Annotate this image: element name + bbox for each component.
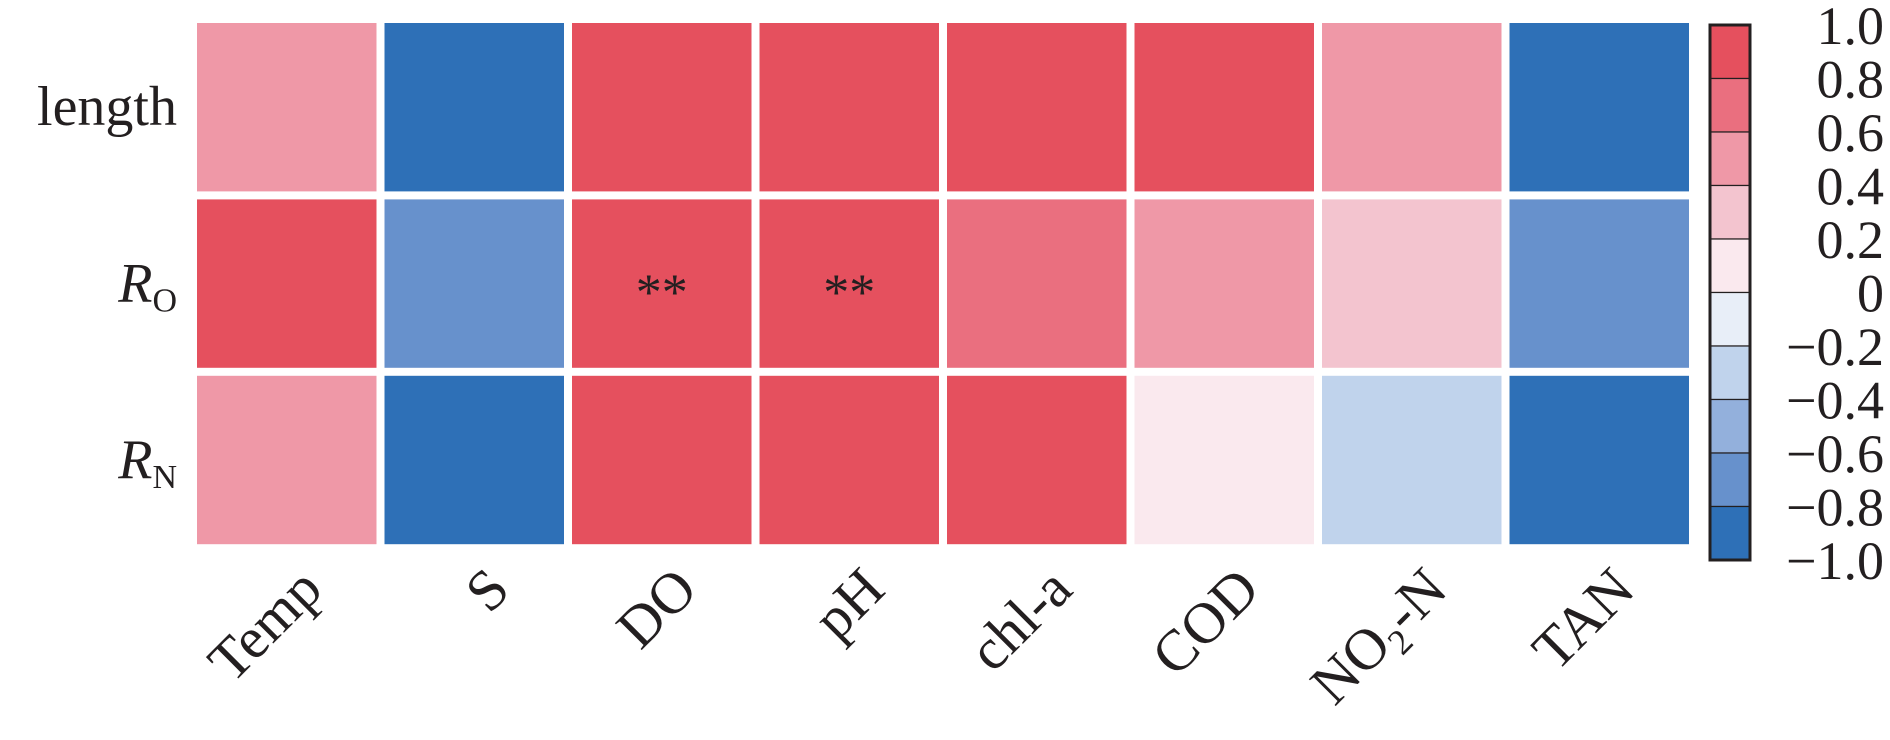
heatmap-cell — [572, 23, 752, 192]
heatmap-cell — [1134, 375, 1314, 545]
colorbar-band — [1709, 505, 1751, 561]
column-labels: Temp S DO pH chl-a COD NO2-N TAN — [195, 555, 1646, 721]
colorbar-tick-label: −0.6 — [1786, 424, 1884, 484]
column-label: DO — [604, 555, 709, 660]
colorbar-tick-label: −0.4 — [1786, 371, 1884, 431]
column-label: TAN — [1519, 555, 1646, 682]
row-label: RN — [117, 429, 177, 496]
row-label: RO — [117, 253, 177, 320]
row-labels: length RO RN — [37, 76, 177, 496]
heatmap-cell — [1322, 375, 1502, 545]
heatmap-cell — [947, 23, 1127, 192]
colorbar-tick-label: 0.8 — [1817, 50, 1885, 110]
row-label: length — [37, 76, 177, 138]
significance-markers: ** ** — [636, 265, 876, 322]
column-label: COD — [1139, 555, 1272, 688]
heatmap-cell — [197, 23, 377, 192]
colorbar-tick-label: 1.0 — [1817, 0, 1885, 56]
heatmap-cell — [1322, 199, 1502, 368]
column-label: chl-a — [956, 555, 1084, 683]
column-label: Temp — [195, 555, 334, 694]
column-label: NO2-N — [1298, 555, 1464, 721]
column-label: S — [453, 555, 522, 624]
heatmap-cell — [572, 199, 752, 368]
colorbar: 1.00.80.60.40.20−0.2−0.4−0.6−0.8−1.0 — [1708, 0, 1885, 591]
heatmap-cell — [384, 23, 564, 192]
heatmap-cell — [197, 375, 377, 545]
colorbar-band — [1709, 184, 1751, 240]
heatmap-cell — [1134, 23, 1314, 192]
heatmap-cell — [1322, 23, 1502, 192]
heatmap-cell — [572, 375, 752, 545]
colorbar-tick-label: 0.2 — [1817, 210, 1885, 270]
colorbar-band — [1709, 345, 1751, 401]
heatmap-cell — [384, 199, 564, 368]
colorbar-band — [1709, 77, 1751, 133]
colorbar-tick-label: −0.2 — [1786, 317, 1884, 377]
colorbar-tick-label: −1.0 — [1786, 531, 1884, 591]
colorbar-band — [1709, 238, 1751, 294]
column-label: pH — [800, 555, 896, 651]
colorbar-tick-label: 0.6 — [1817, 103, 1885, 163]
heatmap-cell — [1134, 199, 1314, 368]
heatmap-cell — [1509, 375, 1689, 545]
colorbar-band — [1709, 398, 1751, 454]
heatmap-cell — [947, 375, 1127, 545]
colorbar-tick-label: 0 — [1857, 264, 1884, 324]
colorbar-tick-label: −0.8 — [1786, 478, 1884, 538]
colorbar-tick-label: 0.4 — [1817, 157, 1885, 217]
heatmap-cell — [759, 23, 939, 192]
heatmap-cell — [1509, 199, 1689, 368]
colorbar-band — [1709, 291, 1751, 347]
heatmap-cell — [759, 375, 939, 545]
colorbar-frame — [1708, 23, 1752, 562]
heatmap-cell — [384, 375, 564, 545]
colorbar-band — [1709, 452, 1751, 508]
colorbar-band — [1709, 24, 1751, 80]
heatmap-cell — [197, 199, 377, 368]
heatmap-cell — [947, 199, 1127, 368]
heatmap-cell — [1509, 23, 1689, 192]
colorbar-band — [1709, 131, 1751, 187]
heatmap-cells — [197, 23, 1689, 545]
heatmap-cell — [759, 199, 939, 368]
significance-mark: ** — [823, 265, 875, 322]
significance-mark: ** — [636, 265, 688, 322]
